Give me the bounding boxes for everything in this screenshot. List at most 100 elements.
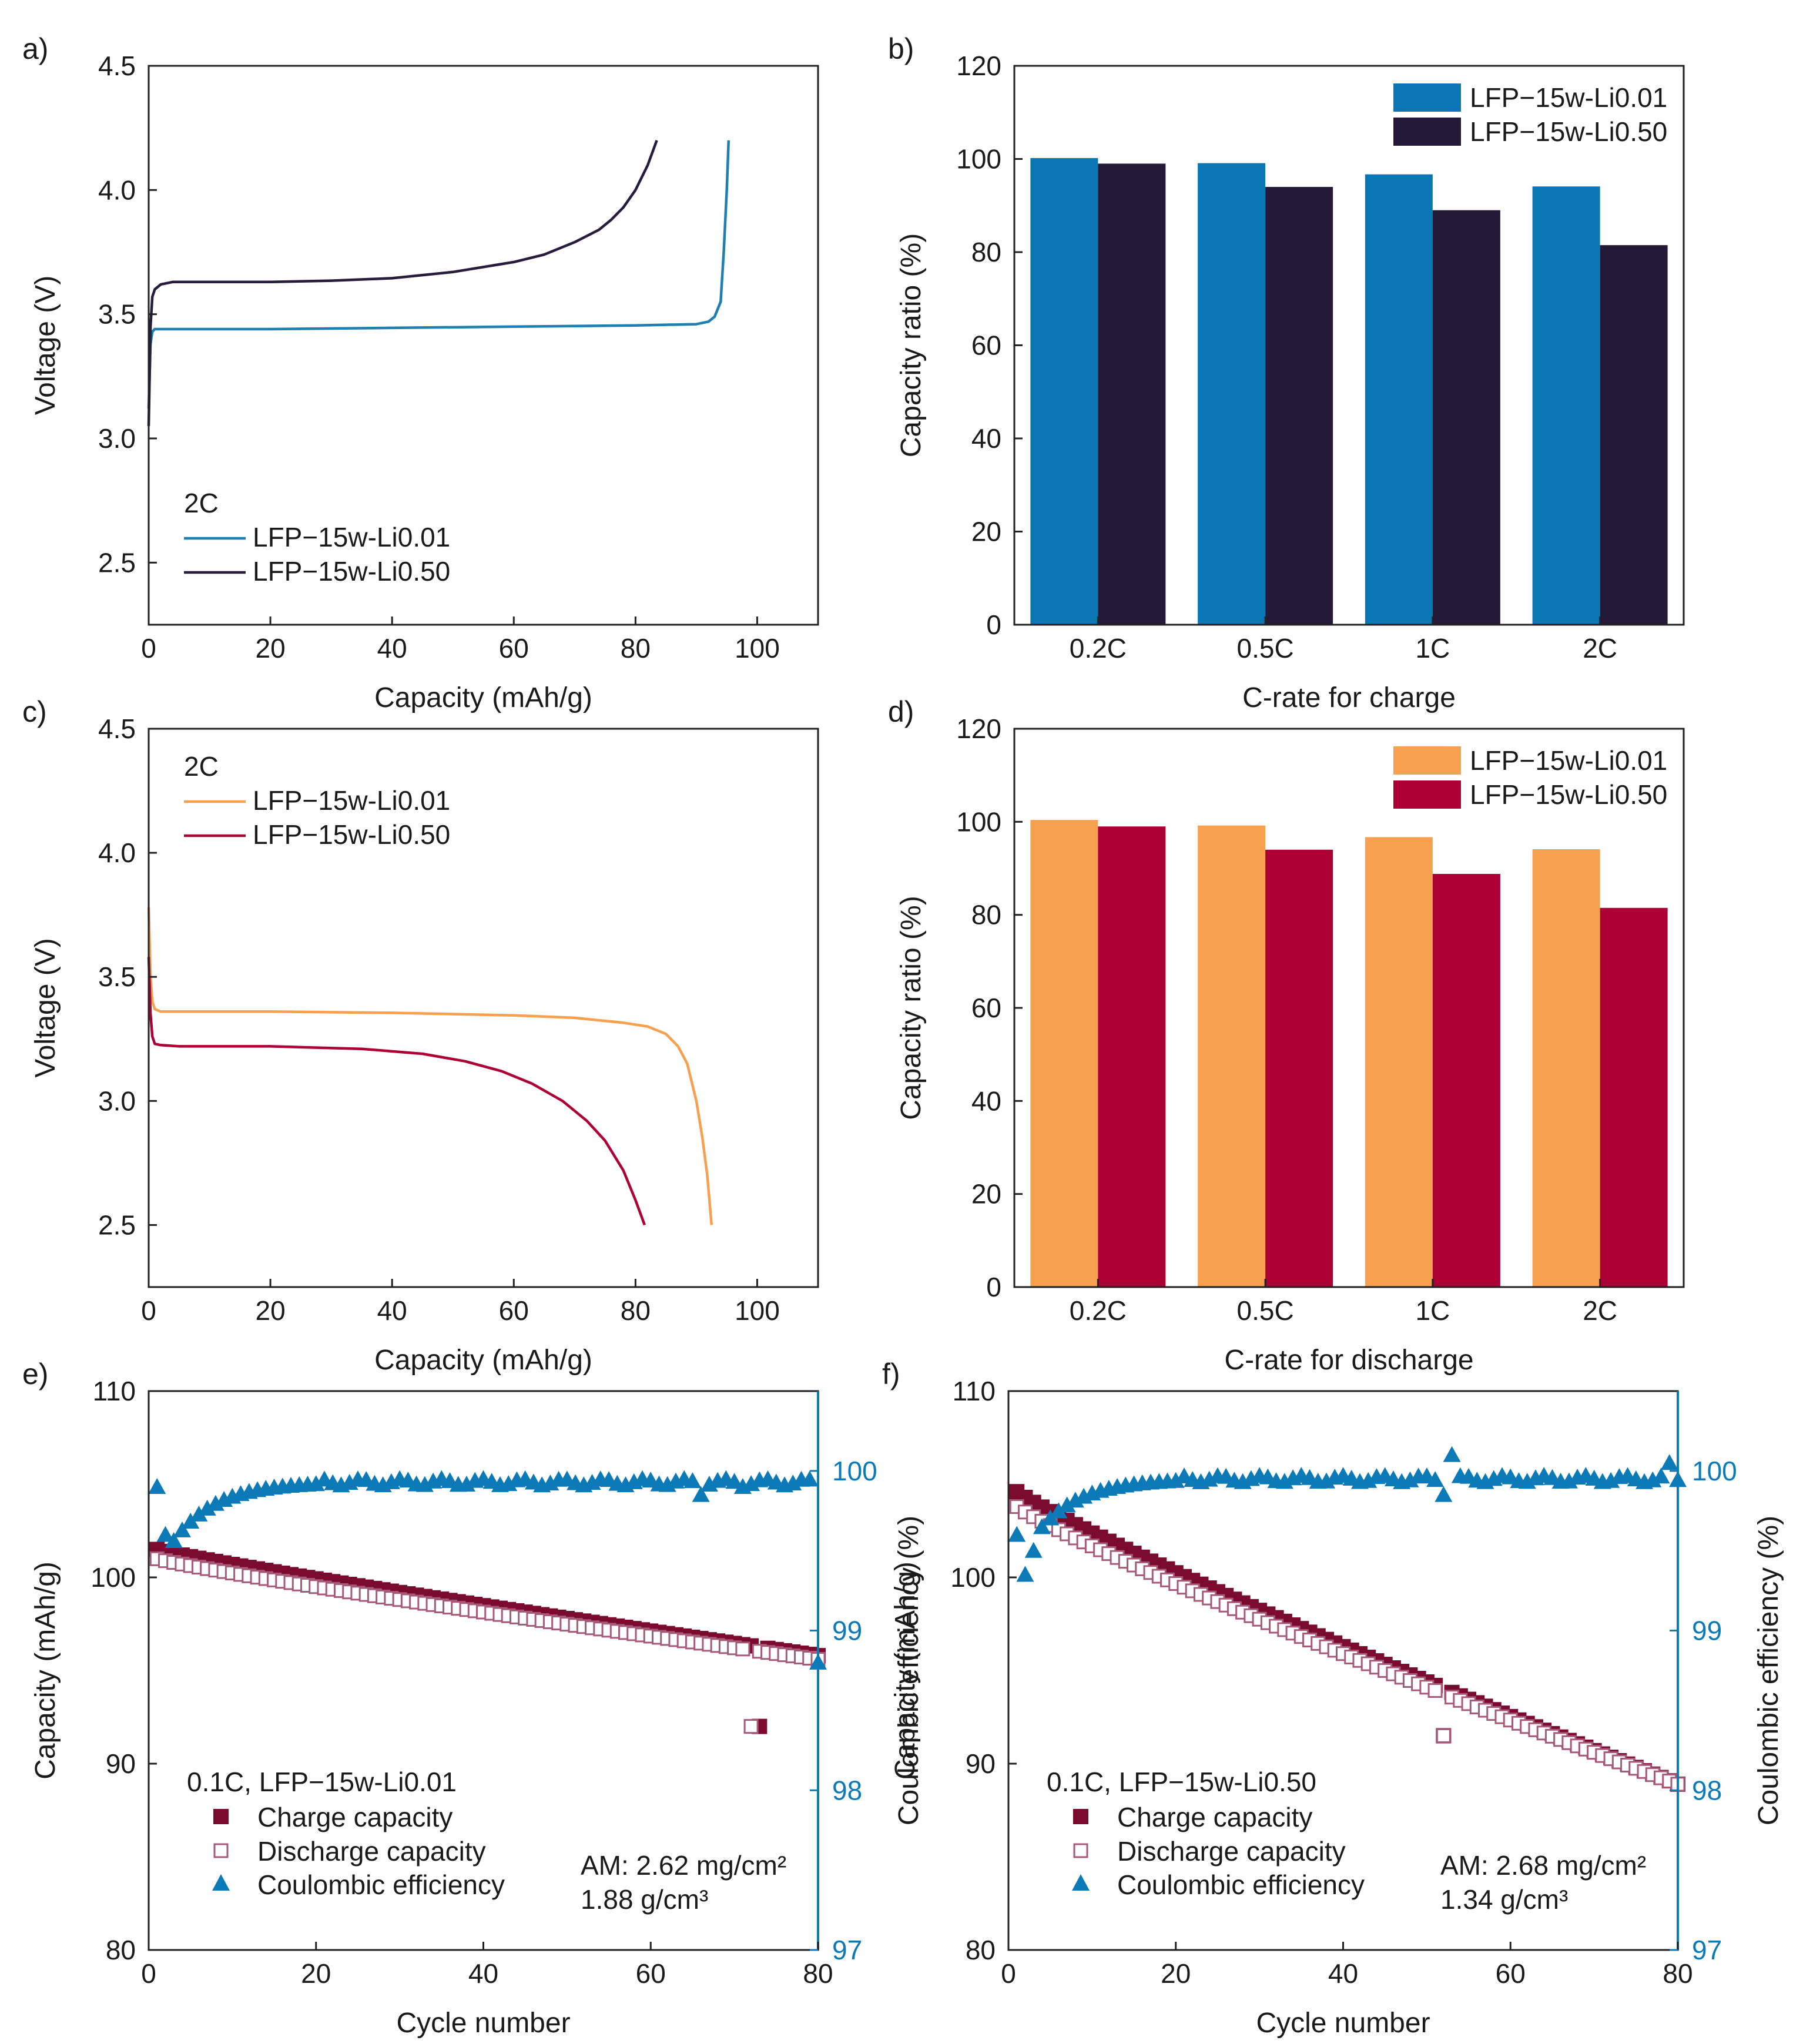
legend-swatch (1393, 118, 1461, 146)
y-tick-label: 60 (971, 330, 1001, 361)
y-tick-label: 100 (950, 1562, 996, 1593)
y-tick-label: 110 (953, 1376, 996, 1406)
y-axis-title: Capacity (mAh/g) (30, 1562, 61, 1780)
y2-tick-label: 100 (1692, 1456, 1737, 1486)
bar-2-2C (1600, 245, 1668, 625)
y-tick-label: 20 (971, 517, 1001, 547)
x-tick-label: 0.5C (1237, 1295, 1294, 1326)
y-tick-label: 4.5 (98, 51, 136, 81)
x-tick-label: 0.2C (1070, 1295, 1127, 1326)
ce-point (190, 1505, 208, 1522)
legend-label: Coulombic efficiency (257, 1869, 505, 1900)
y2-tick-label: 100 (832, 1456, 877, 1486)
legend-annotation: 2C (184, 488, 219, 518)
legend-swatch-ce (1072, 1874, 1090, 1891)
ce-point (1660, 1454, 1678, 1470)
x-tick-label: 100 (735, 1295, 780, 1326)
legend-swatch-charge (1073, 1809, 1088, 1824)
x-tick-label: 0.5C (1237, 633, 1294, 664)
y-tick-label: 2.5 (98, 1209, 136, 1240)
ce-point (165, 1532, 183, 1548)
panel-label: a) (22, 32, 48, 65)
y-tick-label: 120 (956, 51, 1001, 81)
x-axis-title: Cycle number (396, 2008, 570, 2039)
legend-swatch (1393, 83, 1461, 112)
bar-1-1C (1365, 837, 1433, 1287)
legend-label: Coulombic efficiency (1117, 1869, 1365, 1900)
ce-point (1167, 1472, 1185, 1488)
bar-2-0.5C (1265, 849, 1333, 1287)
series-line-1 (147, 140, 730, 409)
y2-tick-label: 98 (1692, 1775, 1722, 1805)
plot-frame (148, 728, 819, 1288)
ce-point (1426, 1471, 1445, 1487)
ce-point (1024, 1542, 1043, 1558)
y-tick-label: 100 (956, 806, 1001, 837)
y-axis-title: Voltage (V) (30, 938, 61, 1077)
bar-2-1C (1432, 210, 1500, 625)
x-tick-label: 60 (1496, 1958, 1526, 1989)
y-tick-label: 120 (956, 713, 1001, 744)
x-tick-label: 0 (141, 633, 156, 664)
legend-label: LFP−15w-Li0.01 (253, 522, 450, 552)
ce-point (1443, 1446, 1461, 1462)
y-tick-label: 90 (966, 1748, 996, 1779)
ce-point (1435, 1486, 1453, 1502)
legend-annotation: 0.1C, LFP−15w-Li0.50 (1047, 1767, 1316, 1797)
x-tick-label: 20 (256, 633, 286, 664)
y-tick-label: 40 (971, 1085, 1001, 1116)
x-tick-label: 60 (636, 1958, 666, 1989)
bar-2-0.5C (1265, 187, 1333, 625)
legend-swatch-charge (213, 1809, 229, 1824)
panel-label: c) (22, 695, 47, 728)
ce-point (148, 1478, 166, 1495)
note-line: AM: 2.68 mg/cm² (1440, 1850, 1646, 1881)
y-tick-label: 90 (106, 1748, 136, 1779)
y-tick-label: 3.0 (98, 423, 136, 454)
bar-1-0.5C (1198, 163, 1266, 625)
x-axis-title: Capacity (mAh/g) (374, 682, 592, 713)
y-axis-title: Capacity ratio (%) (896, 896, 927, 1120)
y-tick-label: 3.5 (98, 299, 136, 330)
y2-tick-label: 97 (832, 1935, 862, 1965)
plot-frame (148, 65, 819, 626)
x-tick-label: 2C (1583, 633, 1617, 664)
y-axis-title: Capacity ratio (%) (896, 233, 927, 457)
discharge-point (743, 1719, 759, 1734)
y2-tick-label: 98 (832, 1775, 862, 1805)
bar-2-1C (1432, 874, 1500, 1287)
panel-label: e) (22, 1358, 48, 1390)
x-tick-label: 2C (1583, 1295, 1617, 1326)
x-axis-title: C-rate for charge (1242, 682, 1456, 713)
note-line: 1.34 g/cm³ (1440, 1884, 1568, 1915)
bar-2-0.2C (1098, 826, 1166, 1287)
x-axis-title: C-rate for discharge (1224, 1345, 1473, 1376)
x-tick-label: 60 (499, 633, 529, 664)
ce-point (198, 1499, 216, 1516)
panel-c: 0 20 40 60 80 100 2.5 3.0 3.5 4.0 4.5 Capacity (mAh… (22, 695, 819, 1376)
x-tick-label: 100 (735, 633, 780, 664)
ce-point (1008, 1526, 1026, 1542)
legend-label: Charge capacity (1117, 1802, 1312, 1832)
panel-label: d) (888, 695, 914, 728)
panel-b: 0.2C 0.5C 1C 2C 0 20 40 60 80 100 120 C-rate for ch… (888, 32, 1685, 713)
ce-point (725, 1473, 743, 1489)
ce-point (692, 1486, 710, 1502)
legend-swatch (1393, 780, 1461, 809)
x-tick-label: 80 (1663, 1958, 1693, 1989)
bar-1-0.2C (1030, 158, 1098, 625)
y-tick-label: 110 (93, 1376, 136, 1406)
legend-label: LFP−15w-Li0.01 (253, 785, 450, 816)
legend-swatch (1393, 746, 1461, 775)
x-tick-label: 20 (301, 1958, 331, 1989)
x-tick-label: 40 (1328, 1958, 1358, 1989)
ce-point (1050, 1502, 1068, 1519)
x-axis-title: Cycle number (1256, 2008, 1430, 2039)
y2-axis-title: Coulombic efficiency (%) (893, 1516, 924, 1825)
ce-point (173, 1521, 191, 1537)
panel-e: 0 20 40 60 80 80 90 100 110 97 98 99 100 Cycle number… (22, 1358, 924, 2039)
x-tick-label: 20 (256, 1295, 286, 1326)
x-tick-label: 80 (621, 633, 651, 664)
y-tick-label: 60 (971, 993, 1001, 1023)
y-tick-label: 100 (91, 1562, 136, 1593)
